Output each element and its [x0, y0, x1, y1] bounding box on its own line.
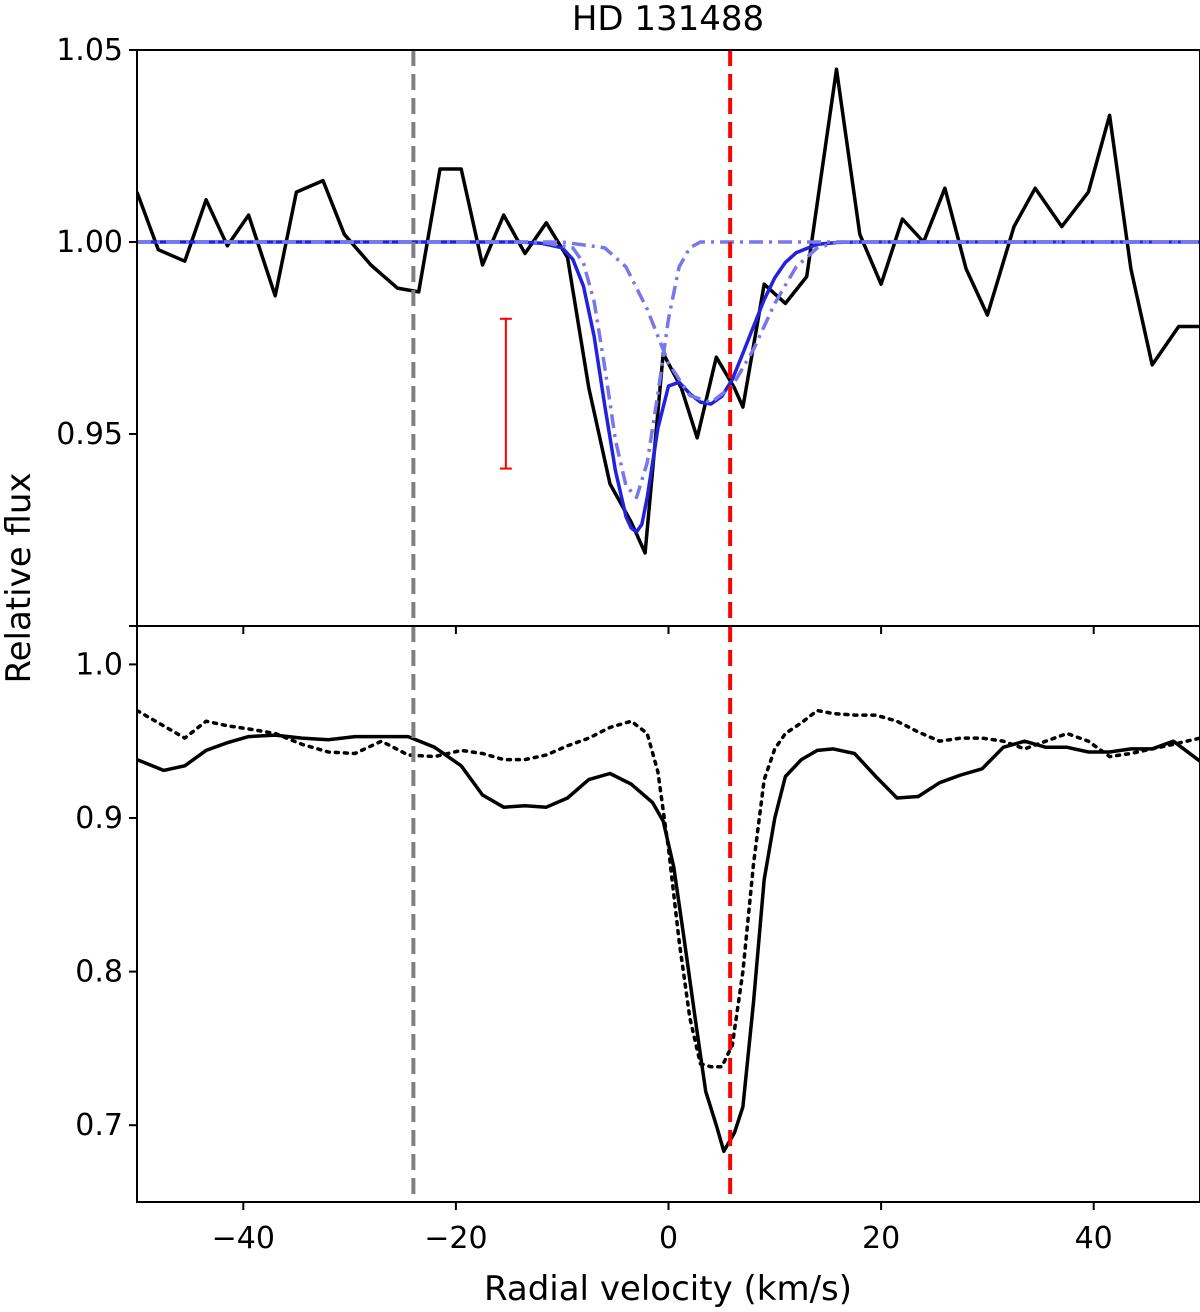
x-tick-label: 20 [862, 1221, 900, 1256]
chart-title: HD 131488 [572, 0, 764, 39]
x-axis-label: Radial velocity (km/s) [484, 1269, 852, 1309]
bottom-y-tick-label: 0.8 [75, 955, 123, 990]
y-axis-label: Relative flux [0, 472, 39, 683]
bottom-y-tick-label: 0.7 [75, 1108, 123, 1143]
x-tick-label: 40 [1075, 1221, 1113, 1256]
top-y-tick-label: 1.00 [56, 225, 123, 260]
top-y-tick-label: 1.05 [56, 33, 123, 68]
top-y-tick-label: 0.95 [56, 417, 123, 452]
top-series-line-3 [137, 240, 1200, 405]
bottom-panel-frame [136, 625, 1200, 1203]
axis-ticks: 0.95 1.00 1.05 0.7 0.8 0.9 1.0 −40 −20 0 20 40 [56, 33, 1113, 1256]
x-tick-label: −40 [212, 1221, 275, 1256]
bottom-series-line-1 [137, 708, 1200, 1069]
top-series-line-0 [137, 67, 1200, 555]
bottom-y-tick-label: 0.9 [75, 801, 123, 836]
x-tick-label: 0 [659, 1221, 678, 1256]
top-series-line-2 [137, 240, 1200, 500]
bottom-y-tick-label: 1.0 [75, 647, 123, 682]
bottom-series-line-0 [137, 733, 1200, 1154]
x-tick-label: −20 [424, 1221, 487, 1256]
top-panel-series [137, 67, 1200, 555]
top-series-line-1 [137, 240, 1200, 534]
bottom-panel-series [137, 708, 1200, 1154]
top-panel-frame [136, 49, 1200, 627]
